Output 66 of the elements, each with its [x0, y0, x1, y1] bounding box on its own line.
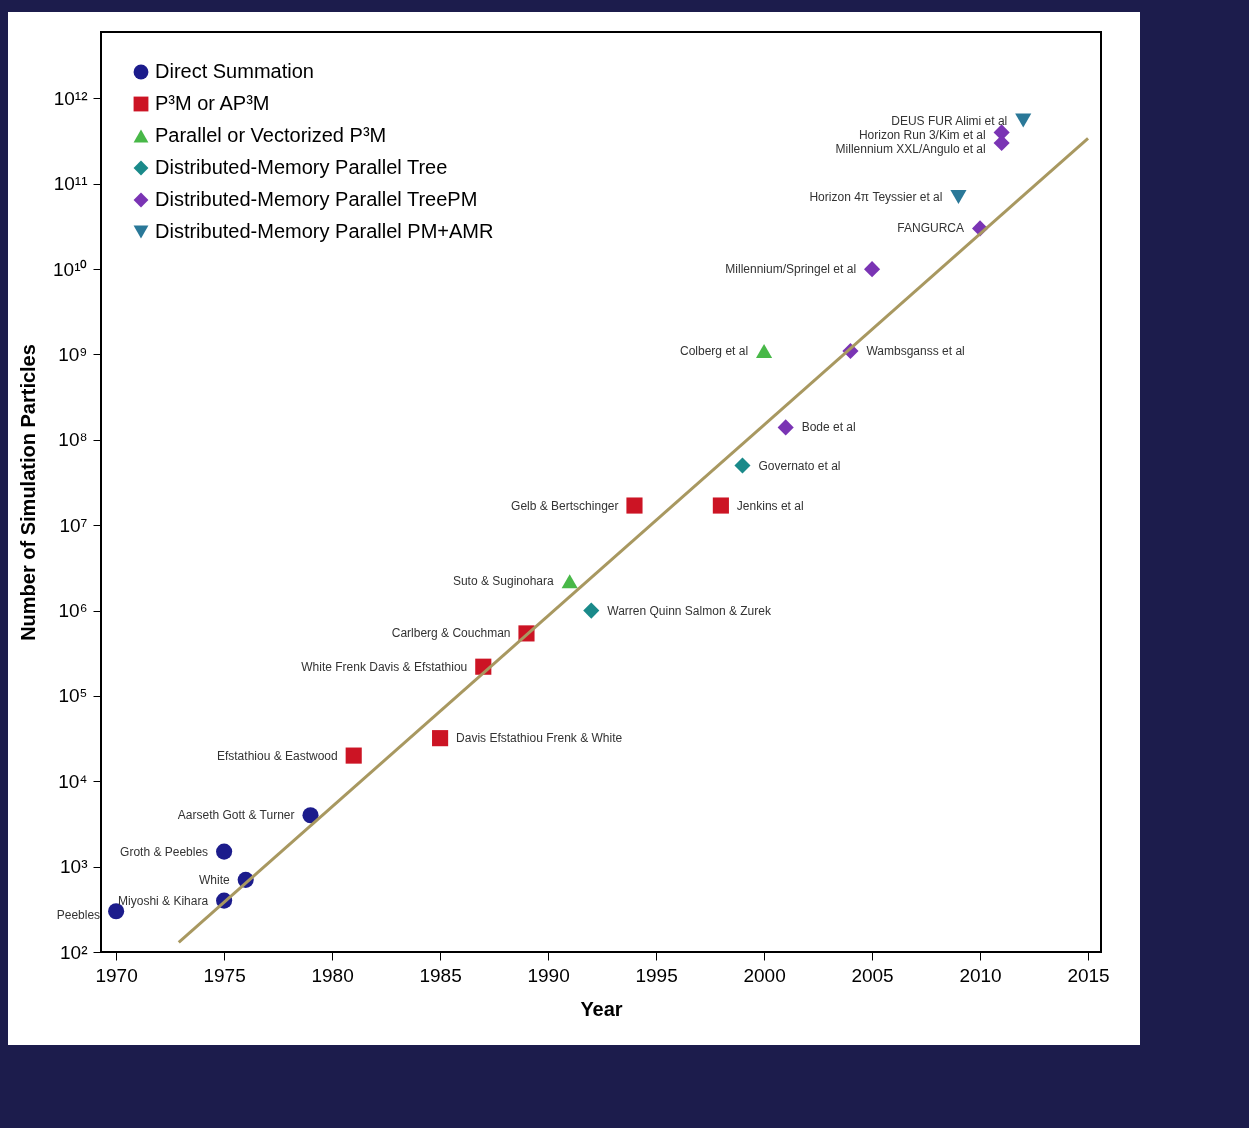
y-tick-label: 10¹¹ [53, 173, 88, 195]
annotation: Aarseth Gott & Turner [177, 808, 295, 823]
x-tick-label: 1995 [635, 964, 678, 986]
point [583, 602, 600, 619]
x-tick-label: 1985 [419, 964, 462, 986]
annotation: DEUS FUR Alimi et al [891, 113, 1008, 128]
annotation: Suto & Suginohara [452, 574, 554, 589]
annotation: Peebles [56, 907, 101, 922]
x-axis-title: Year [580, 997, 623, 1020]
y-axis-title: Number of Simulation Particles [17, 344, 40, 641]
y-tick-label: 10³ [60, 856, 88, 878]
y-tick-label: 10⁸ [58, 429, 88, 451]
annotation: Millennium XXL/Angulo et al [835, 141, 986, 156]
legend-label: P³M or AP³M [155, 92, 270, 114]
annotation: Governato et al [758, 458, 841, 473]
x-tick-label: 1980 [311, 964, 354, 986]
y-tick-label: 10¹² [53, 87, 88, 109]
x-tick-label: 1970 [95, 964, 138, 986]
y-tick-label: 10¹⁰ [53, 258, 88, 280]
x-tick-label: 2000 [743, 964, 786, 986]
y-tick-label: 10⁵ [58, 685, 88, 707]
point [734, 457, 751, 474]
point [345, 747, 362, 764]
y-tick-label: 10⁷ [59, 514, 88, 536]
y-tick-label: 10⁶ [58, 600, 88, 622]
x-tick-label: 2010 [959, 964, 1002, 986]
x-tick-label: 1990 [527, 964, 570, 986]
y-tick-label: 10⁹ [58, 343, 88, 365]
annotation: Millennium/Springel et al [725, 262, 857, 277]
annotation: Wambsganss et al [866, 343, 965, 358]
point [712, 497, 729, 514]
annotation: Gelb & Bertschinger [511, 498, 619, 513]
annotation: Efstathiou & Eastwood [216, 748, 338, 763]
point [432, 730, 449, 747]
legend-label: Distributed-Memory Parallel TreePM [155, 188, 478, 210]
x-tick-label: 1975 [203, 964, 246, 986]
point [626, 497, 643, 514]
y-tick-label: 10² [60, 941, 88, 963]
annotation: Warren Quinn Salmon & Zurek [607, 603, 772, 618]
point [950, 190, 967, 204]
annotation: Bode et al [801, 420, 856, 435]
annotation: FANGURCA [897, 221, 965, 236]
annotation: White Frenk Davis & Efstathiou [301, 659, 468, 674]
legend-label: Direct Summation [155, 60, 314, 82]
annotation: Jenkins et al [736, 498, 804, 513]
point [561, 574, 578, 589]
x-tick-label: 2015 [1067, 964, 1110, 986]
point [302, 807, 319, 824]
annotation: Horizon 4π Teyssier et al [809, 190, 943, 204]
annotation: Davis Efstathiou Frenk & White [456, 731, 623, 746]
annotation: White [199, 872, 231, 887]
point [1015, 113, 1032, 128]
legend-label: Parallel or Vectorized P³M [155, 124, 387, 146]
annotation: Groth & Peebles [120, 844, 209, 859]
point [756, 343, 773, 358]
y-tick-label: 10⁴ [58, 770, 88, 792]
annotation: Carlberg & Couchman [391, 626, 511, 641]
annotation: Colberg et al [680, 343, 749, 358]
x-tick-label: 2005 [851, 964, 894, 986]
legend-label: Distributed-Memory Parallel Tree [155, 156, 448, 178]
legend-label: Distributed-Memory Parallel PM+AMR [155, 220, 494, 242]
point [864, 261, 881, 278]
point [777, 419, 794, 436]
point [216, 843, 233, 860]
annotation: Horizon Run 3/Kim et al [858, 127, 986, 142]
annotation: Miyoshi & Kihara [118, 893, 209, 908]
